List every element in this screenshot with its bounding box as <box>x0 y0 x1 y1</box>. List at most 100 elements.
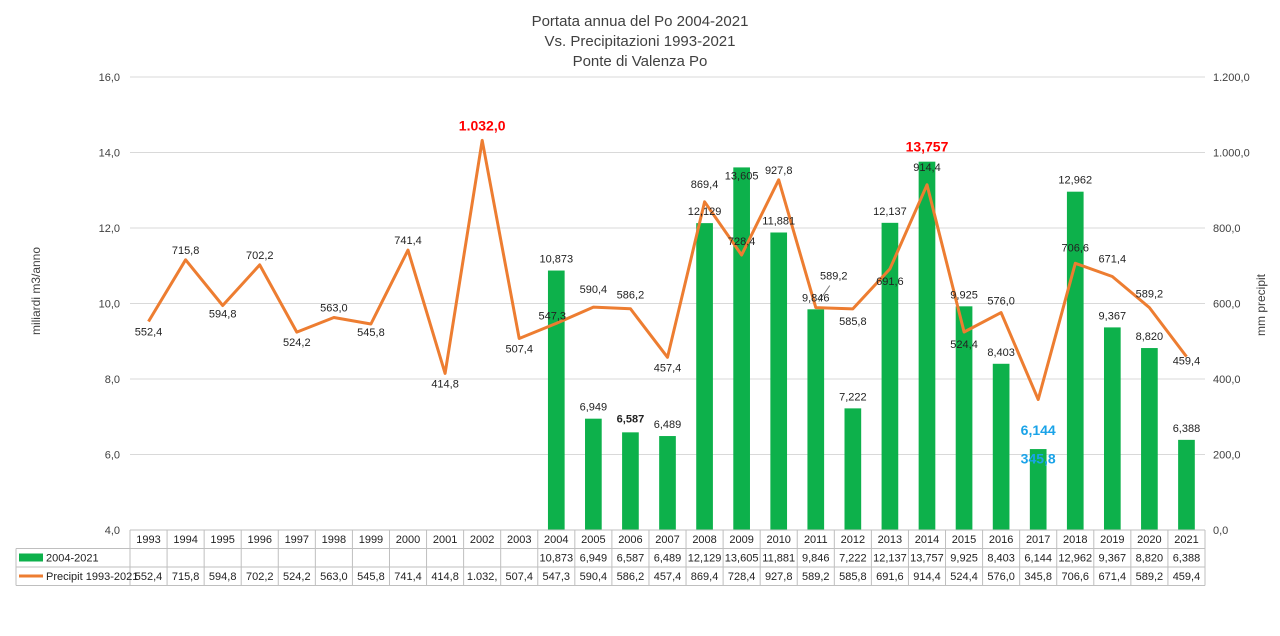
table-cell-line: 507,4 <box>505 571 533 583</box>
x-tick-label: 2013 <box>878 534 902 546</box>
line-data-label: 507,4 <box>505 343 533 355</box>
table-cell-line: 869,4 <box>691 571 719 583</box>
y-tick-label-left: 10,0 <box>99 299 120 311</box>
x-tick-label: 2018 <box>1063 534 1087 546</box>
table-cell-bars: 7,222 <box>839 553 867 565</box>
x-tick-label: 1996 <box>247 534 271 546</box>
bar-data-label: 10,873 <box>539 254 573 266</box>
table-cell-line: 589,2 <box>1136 571 1164 583</box>
x-tick-label: 2010 <box>766 534 790 546</box>
table-cell-bars: 6,489 <box>654 553 682 565</box>
bar-data-label: 11,881 <box>762 215 795 227</box>
bar-data-label: 6,144 <box>1021 422 1056 438</box>
x-tick-label: 2000 <box>396 534 420 546</box>
x-tick-label: 2019 <box>1100 534 1124 546</box>
bar-data-label: 13,757 <box>906 139 949 155</box>
line-data-label: 414,8 <box>431 378 459 390</box>
table-cell-line: 702,2 <box>246 571 274 583</box>
table-cell-line: 563,0 <box>320 571 348 583</box>
table-cell-line: 345,8 <box>1024 571 1052 583</box>
y-tick-label-left: 14,0 <box>99 148 120 160</box>
bar-data-label: 8,820 <box>1136 331 1164 343</box>
line-data-label: 589,2 <box>820 271 848 283</box>
line-data-label: 589,2 <box>1136 289 1164 301</box>
x-tick-label: 2015 <box>952 534 976 546</box>
table-cell-line: 590,4 <box>580 571 608 583</box>
line-data-label: 706,6 <box>1061 242 1089 254</box>
bar <box>659 436 676 530</box>
table-cell-bars: 9,367 <box>1099 553 1127 565</box>
table-cell-bars: 10,873 <box>539 553 573 565</box>
table-cell-bars: 9,925 <box>950 553 978 565</box>
line-data-label: 345,8 <box>1021 450 1056 466</box>
bar <box>1029 449 1047 530</box>
table-cell-line: 741,4 <box>394 571 422 583</box>
table-cell-line: 552,4 <box>135 571 163 583</box>
x-tick-label: 2004 <box>544 534 568 546</box>
bar <box>807 309 825 530</box>
y-tick-label-right: 1.200,0 <box>1213 72 1250 84</box>
x-tick-label: 2009 <box>729 534 753 546</box>
line-data-label: 552,4 <box>135 326 163 338</box>
bar <box>955 306 973 530</box>
data-labels: 552,4 715,8 594,8 702,2 524,2 563,0 545,8 741,4… <box>135 117 1200 466</box>
x-tick-label: 2003 <box>507 534 531 546</box>
line-data-label: 728,4 <box>728 236 756 248</box>
table-cell-bars: 12,137 <box>873 553 907 565</box>
precip-line <box>147 138 1188 401</box>
bar-data-label: 12,137 <box>873 206 907 218</box>
bar-data-label: 6,388 <box>1173 423 1201 435</box>
y-tick-label-left: 16,0 <box>99 72 120 84</box>
table-cell-line: 545,8 <box>357 571 385 583</box>
x-tick-label: 1999 <box>359 534 383 546</box>
x-tick-label: 2006 <box>618 534 642 546</box>
line-data-label: 524,4 <box>950 339 978 351</box>
y-tick-label-right: 800,0 <box>1213 223 1241 235</box>
table-cell-bars: 8,403 <box>987 553 1015 565</box>
table-cell-line: 414,8 <box>431 571 459 583</box>
bar-data-label: 8,403 <box>987 347 1015 359</box>
bar <box>881 222 899 530</box>
axes: 4,0 0,0 6,0 200,0 8,0 400,0 10,0 600,0 12,0 800,0… <box>99 72 1250 537</box>
table-cell-bars: 8,820 <box>1136 553 1164 565</box>
bar-data-label: 13,605 <box>725 170 759 182</box>
line-data-label: 457,4 <box>654 362 682 374</box>
bar-data-label: 7,222 <box>839 391 867 403</box>
x-tick-label: 1998 <box>322 534 346 546</box>
table-cell-line: 706,6 <box>1061 571 1089 583</box>
y-tick-label-left: 12,0 <box>99 223 120 235</box>
y-axis-title-left: miliardi m3/anno <box>29 247 43 335</box>
bar <box>992 363 1010 530</box>
line-data-label: 1.032,0 <box>459 117 506 133</box>
line-data-label: 691,6 <box>876 276 904 288</box>
line-series <box>147 138 1188 401</box>
chart-title-line-1: Portata annua del Po 2004-2021 <box>532 13 749 30</box>
bar <box>547 270 565 530</box>
table-cell-line: 547,3 <box>543 571 571 583</box>
table-cell-line: 586,2 <box>617 571 645 583</box>
y-tick-label-right: 600,0 <box>1213 299 1241 311</box>
table-cell-line: 671,4 <box>1099 571 1127 583</box>
table-cell-bars: 13,605 <box>725 553 759 565</box>
data-table: 1993 1994 1995 1996 1997 1998 1999 2000 2001 2002… <box>15 529 1206 586</box>
table-cell-line: 457,4 <box>654 571 682 583</box>
x-tick-label: 2001 <box>433 534 457 546</box>
table-cell-bars: 12,962 <box>1058 553 1092 565</box>
legend-label-bars: 2004-2021 <box>46 553 99 565</box>
line-data-label: 927,8 <box>765 165 793 177</box>
bar <box>1141 348 1158 530</box>
bar <box>770 232 788 530</box>
table-cell-bars: 9,846 <box>802 553 830 565</box>
chart-title-line-3: Ponte di Valenza Po <box>573 53 708 70</box>
table-cell-bars: 6,388 <box>1173 553 1201 565</box>
y-axis-title-right: mm precipit <box>1254 273 1268 336</box>
y-tick-label-right: 200,0 <box>1213 450 1241 462</box>
table-cell-bars: 6,587 <box>617 553 645 565</box>
x-tick-label: 1997 <box>285 534 309 546</box>
y-tick-label-right: 0,0 <box>1213 525 1228 537</box>
bar-data-label: 9,925 <box>950 289 978 301</box>
bar-data-label: 6,949 <box>580 402 608 414</box>
bar-data-label: 6,489 <box>654 419 682 431</box>
line-data-label: 576,0 <box>987 296 1015 308</box>
x-tick-label: 2017 <box>1026 534 1050 546</box>
